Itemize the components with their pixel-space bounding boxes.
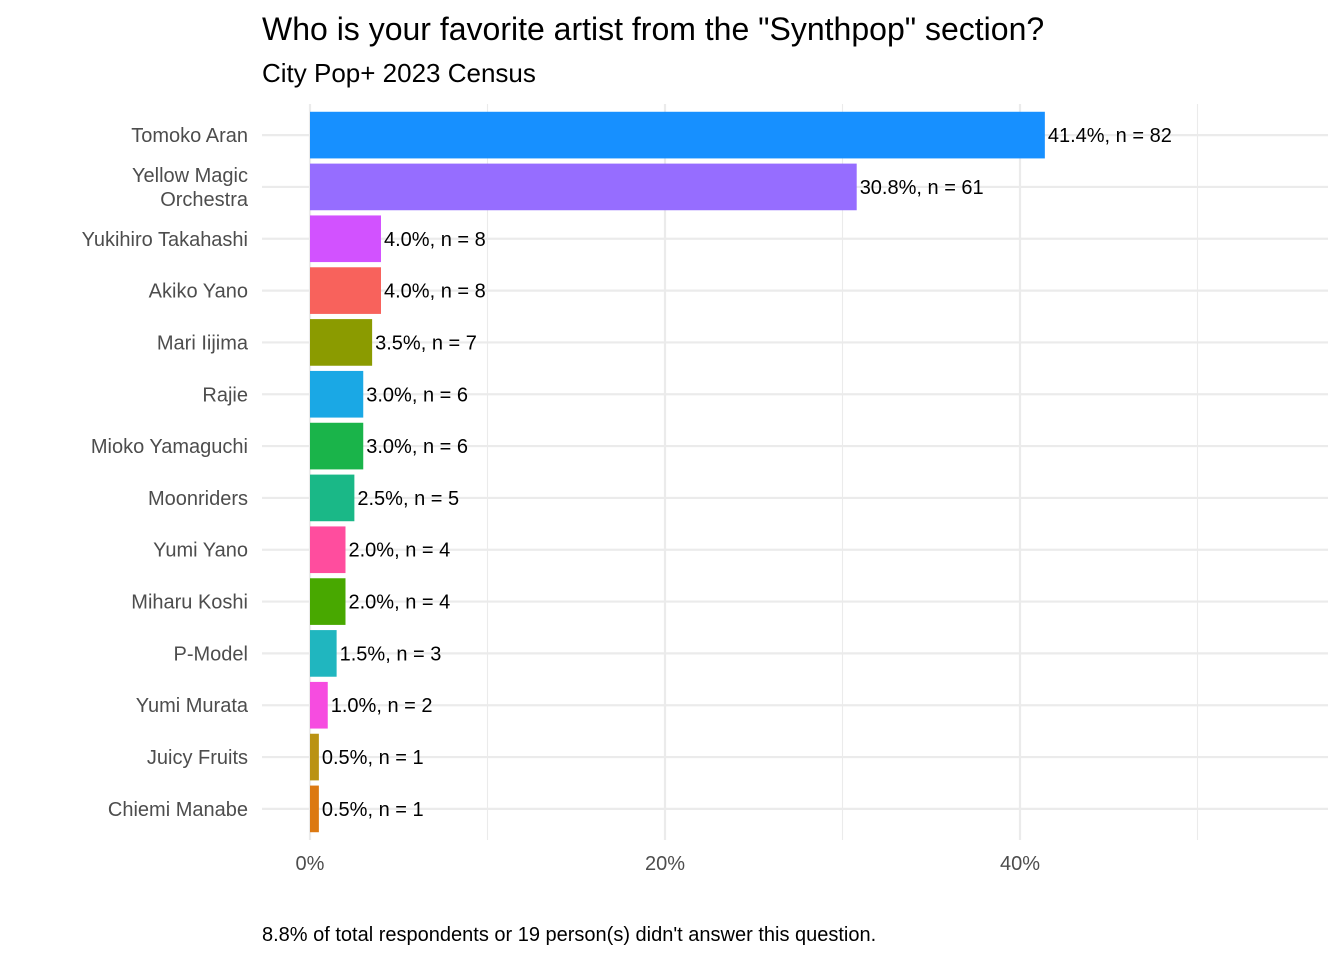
bar — [310, 474, 355, 522]
chart-subtitle: City Pop+ 2023 Census — [262, 58, 536, 88]
bar-value-label: 0.5%, n = 1 — [322, 747, 424, 769]
bar-value-label: 1.5%, n = 3 — [340, 643, 442, 665]
category-label-line: Chiemi Manabe — [108, 799, 248, 821]
bar — [310, 215, 381, 263]
chart-caption: 8.8% of total respondents or 19 person(s… — [262, 924, 876, 946]
category-label: Yukihiro Takahashi — [82, 229, 248, 251]
x-axis-ticks: 0% 20% 40% — [296, 853, 1041, 875]
bar-value-label: 0.5%, n = 1 — [322, 799, 424, 821]
bar — [310, 681, 328, 729]
category-label: Yellow Magic Orchestra — [132, 165, 249, 211]
category-label: Mari Iijima — [157, 332, 249, 354]
bar — [310, 319, 373, 366]
bar — [310, 733, 319, 781]
bar — [310, 630, 337, 677]
category-label-line: Rajie — [202, 384, 248, 406]
bar-value-label: 1.0%, n = 2 — [331, 695, 433, 717]
category-label-line: P-Model — [174, 643, 248, 665]
bars — [310, 111, 1045, 833]
category-label-line: Juicy Fruits — [147, 747, 248, 769]
category-label-line: Mari Iijima — [157, 332, 249, 354]
category-label: Yumi Murata — [136, 695, 249, 717]
bar — [310, 526, 346, 574]
bar — [310, 578, 346, 625]
bar-value-label: 30.8%, n = 61 — [860, 177, 984, 199]
bar — [310, 267, 381, 314]
category-label-line: Yumi Murata — [136, 695, 249, 717]
category-label: Yumi Yano — [153, 540, 248, 562]
bar-value-label: 4.0%, n = 8 — [384, 229, 486, 251]
x-tick-label: 20% — [645, 853, 685, 875]
category-label: Juicy Fruits — [147, 747, 248, 769]
category-label-line: Mioko Yamaguchi — [91, 436, 248, 458]
bar-value-label: 41.4%, n = 82 — [1048, 125, 1172, 147]
category-label: Miharu Koshi — [131, 592, 248, 614]
bar-value-label: 2.0%, n = 4 — [349, 592, 451, 614]
category-label: Rajie — [202, 384, 248, 406]
bar — [310, 111, 1045, 159]
category-label: P-Model — [174, 643, 248, 665]
grid — [262, 104, 1328, 840]
category-label: Moonriders — [148, 488, 248, 510]
bar-value-label: 2.0%, n = 4 — [349, 540, 451, 562]
category-label: Mioko Yamaguchi — [91, 436, 248, 458]
category-label-line: Yellow Magic — [132, 165, 248, 187]
bar — [310, 422, 364, 470]
category-label: Akiko Yano — [149, 281, 248, 303]
chart-title: Who is your favorite artist from the "Sy… — [262, 11, 1044, 47]
bar-value-label: 2.5%, n = 5 — [357, 488, 459, 510]
category-label-line: Tomoko Aran — [131, 125, 248, 147]
category-label: Tomoko Aran — [131, 125, 248, 147]
bar-value-label: 3.0%, n = 6 — [366, 436, 468, 458]
category-label-line: Yukihiro Takahashi — [82, 229, 248, 251]
category-label: Chiemi Manabe — [108, 799, 248, 821]
x-tick-label: 0% — [296, 853, 325, 875]
category-label-line: Akiko Yano — [149, 281, 248, 303]
category-label-line: Moonriders — [148, 488, 248, 510]
bar — [310, 370, 364, 418]
bar — [310, 785, 319, 833]
data-labels: 41.4%, n = 82 30.8%, n = 61 4.0%, n = 8 4.0… — [322, 125, 1172, 821]
bar — [310, 163, 857, 211]
category-label-line: Yumi Yano — [153, 540, 248, 562]
bar-value-label: 4.0%, n = 8 — [384, 281, 486, 303]
bar-value-label: 3.5%, n = 7 — [375, 332, 477, 354]
bar-value-label: 3.0%, n = 6 — [366, 384, 468, 406]
category-label-line: Orchestra — [160, 189, 249, 211]
x-tick-label: 40% — [1000, 853, 1040, 875]
category-labels: Tomoko Aran Yellow Magic Orchestra Yukihiro… — [82, 125, 249, 821]
category-label-line: Miharu Koshi — [131, 592, 248, 614]
